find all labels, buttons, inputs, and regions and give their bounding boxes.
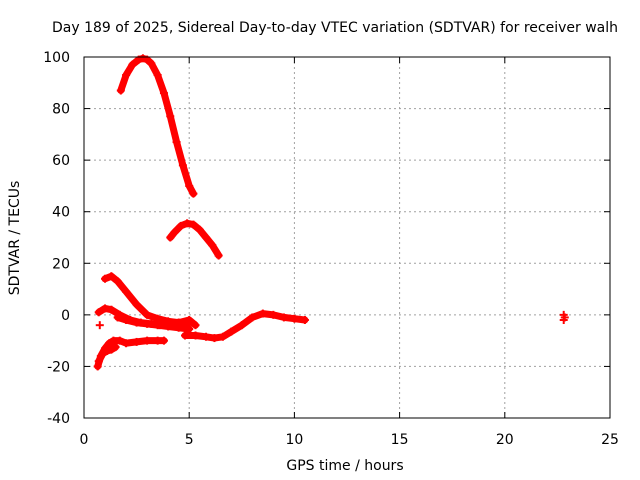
- data-point: [122, 287, 131, 296]
- data-point: [105, 339, 114, 348]
- y-axis-label: SDTVAR / TECUs: [7, 181, 23, 296]
- series-arc-mid: [166, 219, 223, 260]
- data-point: [164, 322, 173, 331]
- data-point: [227, 327, 236, 336]
- data-point: [279, 313, 288, 322]
- data-point: [176, 221, 185, 230]
- data-point: [122, 339, 131, 348]
- data-point: [202, 332, 211, 341]
- data-point: [189, 189, 198, 198]
- data-point: [113, 277, 122, 286]
- x-tick-label: 25: [601, 432, 619, 448]
- series-arc-lower-near-zero: [113, 313, 194, 334]
- plot-frame: [83, 56, 611, 419]
- data-point: [191, 321, 200, 330]
- data-point: [174, 323, 183, 332]
- series-arc-recovery: [180, 309, 309, 343]
- y-tick-label: -20: [47, 359, 70, 375]
- data-point: [208, 241, 217, 250]
- data-point: [132, 300, 141, 309]
- y-tick-label: 0: [61, 308, 70, 324]
- y-tick-label: 40: [52, 205, 70, 221]
- x-tick-label: 20: [496, 432, 514, 448]
- data-point: [248, 313, 257, 322]
- data-point: [290, 314, 299, 323]
- data-point: [116, 86, 125, 95]
- data-point: [300, 316, 309, 325]
- x-tick-label: 15: [391, 432, 409, 448]
- data-point: [237, 321, 246, 330]
- data-point: [122, 71, 131, 80]
- data-point: [559, 316, 568, 325]
- data-point: [166, 233, 175, 242]
- data-point: [107, 272, 116, 281]
- data-point: [143, 310, 152, 319]
- data-point: [191, 331, 200, 340]
- data-point: [122, 316, 131, 325]
- data-point: [138, 54, 147, 63]
- data-point: [185, 325, 194, 334]
- x-tick-label: 10: [285, 432, 303, 448]
- data-point: [185, 316, 194, 325]
- data-point: [95, 321, 104, 330]
- y-tick-label: 100: [43, 50, 70, 66]
- data-point: [128, 60, 137, 69]
- data-point: [178, 161, 187, 170]
- x-axis-label: GPS time / hours: [286, 458, 403, 474]
- data-point: [153, 321, 162, 330]
- data-point: [180, 331, 189, 340]
- data-point: [143, 336, 152, 345]
- data-point: [214, 251, 223, 260]
- data-point: [166, 112, 175, 121]
- data-point: [202, 233, 211, 242]
- data-point: [132, 318, 141, 327]
- data-point: [170, 228, 179, 237]
- data-point: [132, 337, 141, 346]
- data-point: [111, 343, 120, 352]
- x-tick-label: 5: [185, 432, 194, 448]
- series-band: [166, 219, 223, 259]
- data-point: [258, 309, 267, 318]
- data-point: [159, 89, 168, 98]
- data-point: [183, 219, 192, 228]
- series-isolated: [95, 310, 569, 330]
- data-point: [189, 220, 198, 229]
- data-point: [94, 357, 103, 366]
- data-point: [153, 71, 162, 80]
- data-point: [101, 274, 110, 283]
- series-arc-peak: [116, 54, 198, 198]
- data-point: [210, 334, 219, 343]
- ticks: 0 5 10 15 20 25 -40 -20 0 20 40 60 80 100: [43, 50, 619, 448]
- data-point: [113, 313, 122, 322]
- grid: [84, 57, 610, 418]
- y-tick-label: -40: [47, 411, 70, 427]
- data-point: [143, 319, 152, 328]
- series-layer: [93, 54, 569, 371]
- data-point: [107, 305, 116, 314]
- data-point: [185, 181, 194, 190]
- data-point: [172, 138, 181, 147]
- y-tick-label: 60: [52, 153, 70, 169]
- data-point: [159, 336, 168, 345]
- chart-title: Day 189 of 2025, Sidereal Day-to-day VTE…: [52, 20, 618, 36]
- data-point: [147, 59, 156, 68]
- data-point: [195, 225, 204, 234]
- y-tick-label: 80: [52, 102, 70, 118]
- data-point: [107, 345, 116, 354]
- data-point: [218, 332, 227, 341]
- data-point: [103, 346, 112, 355]
- data-point: [101, 304, 110, 313]
- x-tick-label: 0: [80, 432, 89, 448]
- y-tick-label: 20: [52, 256, 70, 272]
- data-point: [115, 336, 124, 345]
- data-point: [94, 308, 103, 317]
- data-point: [98, 349, 107, 358]
- series-arc-negative-lower: [94, 343, 120, 366]
- data-point: [269, 310, 278, 319]
